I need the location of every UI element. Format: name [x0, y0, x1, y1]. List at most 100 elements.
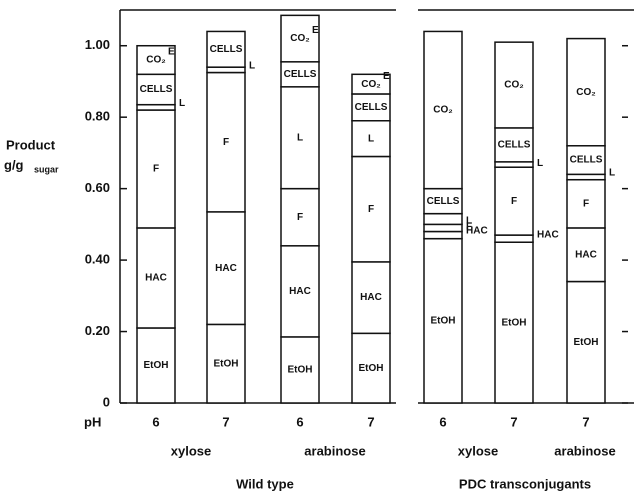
bar-segment: [280, 14, 320, 63]
segment-label: F: [368, 204, 374, 215]
segment-label: CO₂: [146, 55, 165, 66]
segment-label: L: [537, 158, 543, 169]
bar-segment: [136, 227, 176, 329]
segment-label: F: [583, 198, 589, 209]
y-tick-label: 0: [103, 394, 110, 409]
y-tick-label: 0.80: [85, 109, 110, 124]
bar-segment: [494, 41, 534, 129]
bar-segment: [423, 212, 463, 226]
segment-label: F: [297, 212, 303, 223]
x-tick-label: 7: [582, 414, 589, 429]
segment-label: CELLS: [498, 140, 531, 151]
segment-label: HAC: [575, 249, 597, 260]
segment-label: EtOH: [214, 358, 239, 369]
y-tick-label: 1.00: [85, 37, 110, 52]
bar-segment: [494, 127, 534, 163]
x-tick-label: 7: [222, 414, 229, 429]
annotation: E: [168, 47, 175, 58]
segment-label: CELLS: [140, 84, 173, 95]
x-axis-label: pH: [84, 414, 101, 429]
segment-label: CO₂: [576, 87, 595, 98]
segment-label: CO₂: [290, 33, 309, 44]
segment-label: L: [368, 133, 374, 144]
y-axis-unit-sub: sugar: [34, 164, 59, 174]
segment-label: HAC: [537, 229, 559, 240]
segment-label: HAC: [466, 226, 488, 237]
bar-segment: [351, 120, 391, 158]
x-tick-label: 7: [367, 414, 374, 429]
bar-segment: [206, 71, 246, 213]
bar-segment: [136, 327, 176, 404]
y-axis-unit: g/g: [4, 157, 24, 172]
segment-label: EtOH: [144, 360, 169, 371]
segment-label: EtOH: [502, 317, 527, 328]
bar-segment: [206, 323, 246, 404]
x-tick-label: 6: [296, 414, 303, 429]
y-axis-label: Product: [6, 137, 56, 152]
segment-label: L: [249, 60, 255, 71]
y-tick-label: 0.20: [85, 323, 110, 338]
segment-label: F: [511, 196, 517, 207]
bar-segment: [136, 109, 176, 229]
bar-segment: [351, 73, 391, 95]
x-tick-label: 6: [439, 414, 446, 429]
segment-label: L: [179, 98, 185, 109]
bar-segment: [566, 37, 606, 147]
segment-label: CO₂: [504, 80, 523, 91]
y-tick-label: 0.40: [85, 252, 110, 267]
segment-label: HAC: [215, 263, 237, 274]
bar-segment: [280, 187, 320, 247]
segment-label: L: [297, 132, 303, 143]
x-tick-label: 6: [152, 414, 159, 429]
bar-segment: [136, 103, 176, 111]
bar-segment: [351, 155, 391, 263]
bar-segment: [423, 187, 463, 215]
y-tick-label: 0.60: [85, 180, 110, 195]
bar-segment: [351, 332, 391, 404]
segment-label: CELLS: [284, 69, 317, 80]
group-label: PDC transconjugants: [459, 476, 591, 491]
segment-label: HAC: [289, 286, 311, 297]
segment-label: EtOH: [359, 363, 384, 374]
segment-label: EtOH: [431, 315, 456, 326]
bar-segment: [566, 173, 606, 181]
bar-segment: [280, 86, 320, 190]
annotation: E: [312, 25, 319, 36]
sugar-label: xylose: [458, 443, 498, 458]
segment-label: L: [466, 216, 472, 227]
bar-segment: [566, 227, 606, 283]
bar-segment: [423, 223, 463, 233]
segment-label: F: [223, 137, 229, 148]
bar-segment: [136, 44, 176, 76]
bar-segment: [423, 237, 463, 404]
segment-label: CO₂: [361, 79, 380, 90]
bar-segment: [136, 73, 176, 106]
bar-segment: [351, 261, 391, 335]
bar-segment: [206, 66, 246, 74]
bar-segment: [494, 241, 534, 404]
segment-label: HAC: [360, 292, 382, 303]
annotation: E: [383, 71, 390, 82]
sugar-label: xylose: [171, 443, 211, 458]
bar-segment: [494, 234, 534, 243]
segment-label: CELLS: [570, 155, 603, 166]
bar-segment: [280, 336, 320, 404]
bar-segment: [566, 178, 606, 229]
bar-segment: [566, 280, 606, 404]
segment-label: CO₂: [433, 105, 452, 116]
segment-label: CELLS: [210, 44, 243, 55]
segment-label: CELLS: [355, 102, 388, 113]
sugar-label: arabinose: [304, 443, 365, 458]
bar-segment: [423, 30, 463, 190]
bar-segment: [206, 30, 246, 68]
segment-label: HAC: [145, 273, 167, 284]
segment-label: L: [609, 168, 615, 179]
sugar-label: arabinose: [554, 443, 615, 458]
x-tick-label: 7: [510, 414, 517, 429]
group-label: Wild type: [236, 476, 294, 491]
segment-label: EtOH: [574, 337, 599, 348]
segment-label: F: [153, 164, 159, 175]
segment-label: EtOH: [288, 365, 313, 376]
segment-label: F: [466, 222, 472, 233]
